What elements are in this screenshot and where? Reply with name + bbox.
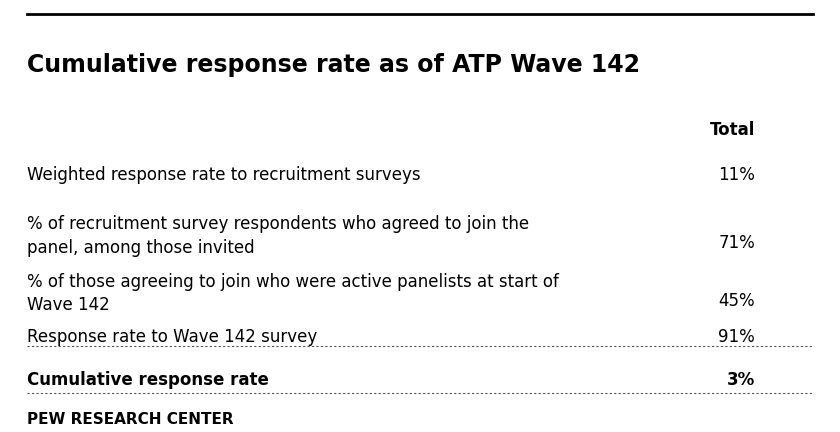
Text: % of those agreeing to join who were active panelists at start of
Wave 142: % of those agreeing to join who were act… <box>27 273 559 314</box>
Text: 91%: 91% <box>718 328 755 346</box>
Text: Total: Total <box>710 121 755 139</box>
Text: Weighted response rate to recruitment surveys: Weighted response rate to recruitment su… <box>27 166 420 184</box>
Text: 45%: 45% <box>718 292 755 310</box>
Text: 71%: 71% <box>718 235 755 252</box>
Text: Response rate to Wave 142 survey: Response rate to Wave 142 survey <box>27 328 317 346</box>
Text: % of recruitment survey respondents who agreed to join the
panel, among those in: % of recruitment survey respondents who … <box>27 215 528 257</box>
Text: 3%: 3% <box>727 371 755 389</box>
Text: 11%: 11% <box>718 166 755 184</box>
Text: Cumulative response rate as of ATP Wave 142: Cumulative response rate as of ATP Wave … <box>27 53 639 77</box>
Text: Cumulative response rate: Cumulative response rate <box>27 371 269 389</box>
Text: PEW RESEARCH CENTER: PEW RESEARCH CENTER <box>27 412 234 427</box>
